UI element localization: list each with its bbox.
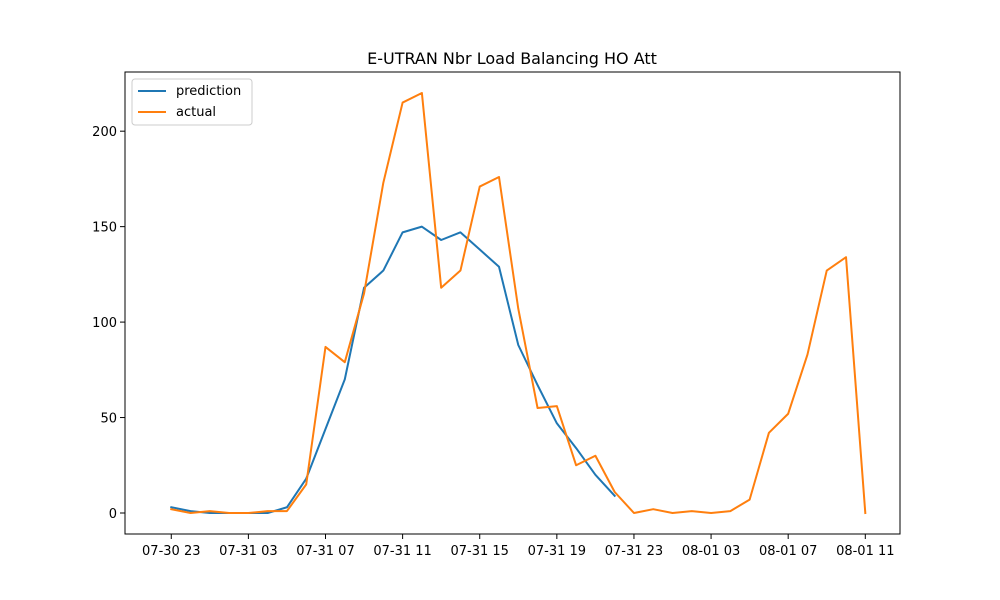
y-tick-label: 200 [92, 125, 117, 140]
legend: prediction actual [131, 78, 253, 126]
plot-frame [124, 71, 901, 535]
y-axis: 0 50 100 150 200 [92, 125, 125, 522]
legend-label-actual: actual [176, 105, 216, 120]
x-tick-label: 07-30 23 [142, 544, 200, 559]
x-tick-label: 07-31 11 [373, 544, 431, 559]
x-tick-label: 08-01 11 [836, 544, 894, 559]
x-tick-label: 07-31 15 [450, 544, 508, 559]
y-tick-label: 0 [109, 507, 117, 522]
legend-label-prediction: prediction [176, 84, 241, 99]
series-layer [170, 92, 867, 515]
series-line-actual [170, 92, 867, 515]
x-tick-label: 07-31 07 [296, 544, 354, 559]
y-tick-label: 100 [92, 316, 117, 331]
y-tick-label: 50 [100, 412, 117, 427]
chart-title: E-UTRAN Nbr Load Balancing HO Att [367, 49, 657, 68]
x-tick-label: 07-31 03 [219, 544, 277, 559]
x-tick-label: 08-01 07 [759, 544, 817, 559]
x-axis: 07-30 23 07-31 03 07-31 07 07-31 11 07-31 15… [142, 534, 895, 559]
x-tick-label: 07-31 23 [605, 544, 663, 559]
x-tick-label: 08-01 03 [682, 544, 740, 559]
y-tick-label: 150 [92, 221, 117, 236]
x-tick-label: 07-31 19 [528, 544, 586, 559]
